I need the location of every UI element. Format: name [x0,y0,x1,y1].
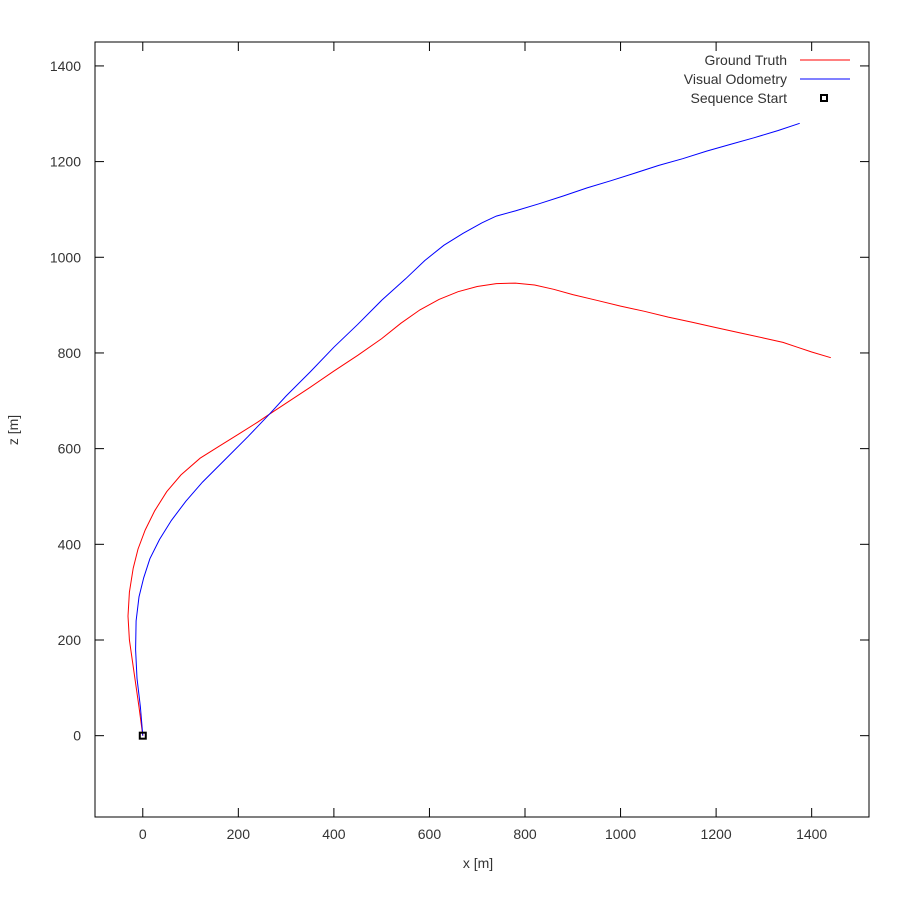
plot-series [127,122,831,740]
ground-truth-line [127,282,831,736]
y-tick-label: 1200 [50,154,81,170]
x-tick-label: 1000 [605,826,636,842]
x-axis-label: x [m] [463,855,493,871]
visual-odometry-line [135,122,800,736]
legend-label-visual-odometry: Visual Odometry [684,71,787,87]
axis-ticks: 0 200 400 600 800 1000 1200 1400 0 200 400 600 800 10… [50,42,869,842]
legend-swatch-sequence-start [820,94,828,102]
y-tick-label: 1000 [50,249,81,265]
plot-frame [94,41,870,818]
sequence-start-marker [138,731,147,740]
y-tick-label: 200 [58,632,82,648]
x-tick-label: 800 [513,826,537,842]
legend-label-sequence-start: Sequence Start [690,90,787,106]
y-tick-label: 600 [58,441,82,457]
legend: Ground Truth Visual Odometry Sequence Star… [684,52,850,106]
x-tick-label: 400 [322,826,346,842]
x-tick-label: 1400 [796,826,827,842]
y-tick-label: 0 [73,728,81,744]
y-tick-label: 400 [58,536,82,552]
x-tick-label: 1200 [701,826,732,842]
x-tick-label: 200 [227,826,251,842]
y-tick-label: 800 [58,345,82,361]
x-tick-label: 600 [418,826,442,842]
y-axis-label: z [m] [5,415,21,445]
x-tick-label: 0 [139,826,147,842]
y-tick-label: 1400 [50,58,81,74]
legend-label-ground-truth: Ground Truth [705,52,788,68]
